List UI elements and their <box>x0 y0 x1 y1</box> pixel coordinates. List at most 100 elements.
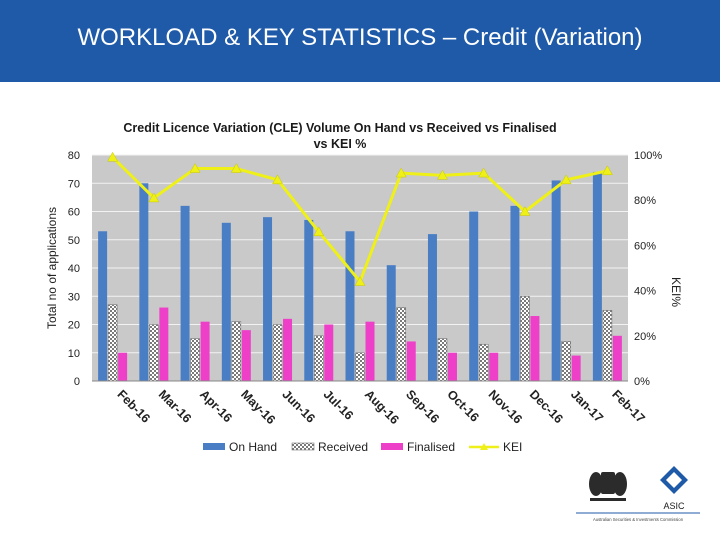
asic-logo-tagline: Australian Securities & Investments Comm… <box>593 517 684 522</box>
x-tick-label: Oct-16 <box>444 387 481 424</box>
bar-received <box>437 338 448 382</box>
bar-on-hand <box>180 205 190 381</box>
legend-label: Finalised <box>407 440 455 454</box>
x-tick-label: Dec-16 <box>527 387 566 426</box>
bar-received <box>313 335 324 382</box>
x-tick-label: Mar-16 <box>156 387 194 425</box>
bar-received <box>149 324 159 382</box>
bar-on-hand <box>98 231 108 381</box>
y-tick-label: 50 <box>68 235 80 247</box>
x-tick-label: Jan-17 <box>568 387 606 425</box>
asic-emblem-icon <box>660 466 688 494</box>
y-tick-label: 70 <box>68 178 80 190</box>
bar-on-hand <box>592 171 602 381</box>
kei-point <box>560 174 572 185</box>
legend-swatch <box>291 442 315 451</box>
bar-finalised <box>530 316 540 381</box>
kei-point <box>519 205 531 216</box>
bar-finalised <box>612 335 622 381</box>
bar-on-hand <box>551 180 561 381</box>
chart-title-line2: vs KEI % <box>314 137 367 151</box>
legend-marker <box>480 443 488 450</box>
bar-on-hand <box>345 231 355 381</box>
chart-title: Credit Licence Variation (CLE) Volume On… <box>123 121 556 135</box>
bar-received <box>355 352 365 382</box>
bar-series <box>98 171 622 382</box>
x-tick-label: May-16 <box>238 387 278 427</box>
bar-on-hand <box>386 265 396 381</box>
x-tick-label: Apr-16 <box>197 387 235 425</box>
legend-swatch <box>203 443 225 450</box>
asic-logo-text: ASIC <box>663 501 685 511</box>
kei-line-series <box>107 151 613 286</box>
y2-tick-label: 100% <box>634 150 662 162</box>
x-tick-label: Nov-16 <box>486 387 525 426</box>
legend-label: KEI <box>503 440 522 454</box>
y-tick-label: 30 <box>68 291 80 303</box>
bar-finalised <box>283 318 293 381</box>
kei-point <box>189 163 201 173</box>
bar-finalised <box>447 352 457 381</box>
bar-received <box>107 304 118 382</box>
bar-received <box>396 307 407 382</box>
bar-received <box>478 343 489 382</box>
legend-label: On Hand <box>229 440 277 454</box>
x-tick-label: Feb-17 <box>609 387 647 425</box>
kei-point <box>107 151 119 162</box>
x-tick-label: Aug-16 <box>362 387 402 427</box>
y-tick-label: 0 <box>74 376 80 388</box>
x-tick-label: Jul-16 <box>321 387 356 422</box>
legend-swatch <box>381 443 403 450</box>
bar-finalised <box>241 330 251 381</box>
y2-tick-label: 20% <box>634 331 656 343</box>
bar-on-hand <box>469 211 479 381</box>
legend-label: Received <box>318 440 368 454</box>
bar-received <box>602 310 613 382</box>
asic-logo: ASIC Australian Securities & Investments… <box>576 466 700 522</box>
bar-finalised <box>324 324 334 381</box>
bar-finalised <box>489 352 499 381</box>
bar-finalised <box>200 321 210 381</box>
bar-on-hand <box>510 205 520 381</box>
bar-received <box>190 338 200 382</box>
header-bar: WORKLOAD & KEY STATISTICS – Credit (Vari… <box>0 0 720 82</box>
y2-tick-label: 60% <box>634 240 656 252</box>
bar-received <box>561 341 571 382</box>
y-tick-label: 20 <box>68 320 80 332</box>
y-tick-label: 10 <box>68 348 80 360</box>
kei-point <box>354 276 366 286</box>
coat-of-arms-icon <box>589 472 627 501</box>
bar-received <box>520 295 530 382</box>
kei-point <box>313 226 325 237</box>
bar-on-hand <box>263 217 273 381</box>
kei-point <box>601 165 613 176</box>
y-tick-label: 60 <box>68 207 80 219</box>
y2-axis-label: KEI% <box>669 277 683 307</box>
bar-finalised <box>365 321 375 381</box>
bar-received <box>272 324 283 382</box>
kei-point <box>437 169 448 180</box>
bar-finalised <box>118 352 128 381</box>
y2-tick-label: 40% <box>634 286 656 298</box>
legend: On Hand Received Finalised KEI <box>203 440 522 454</box>
y2-tick-label: 0% <box>634 376 650 388</box>
y2-tick-label: 80% <box>634 195 656 207</box>
x-tick-label: Jun-16 <box>279 387 317 425</box>
x-tick-label: Sep-16 <box>403 387 442 426</box>
bar-on-hand <box>427 234 437 381</box>
kei-point <box>478 167 490 178</box>
bar-on-hand <box>221 222 231 381</box>
kei-point <box>272 174 283 185</box>
bar-finalised <box>406 341 416 381</box>
x-tick-label: Feb-16 <box>114 387 152 425</box>
y-axis-label: Total no of applications <box>45 207 59 329</box>
bar-on-hand <box>304 219 314 381</box>
y-tick-label: 80 <box>68 150 80 162</box>
bar-on-hand <box>139 183 149 381</box>
kei-point <box>230 163 242 173</box>
bar-finalised <box>571 355 581 381</box>
kei-point <box>395 167 407 178</box>
slide-title: WORKLOAD & KEY STATISTICS – Credit (Vari… <box>77 24 643 51</box>
bar-finalised <box>159 307 169 381</box>
